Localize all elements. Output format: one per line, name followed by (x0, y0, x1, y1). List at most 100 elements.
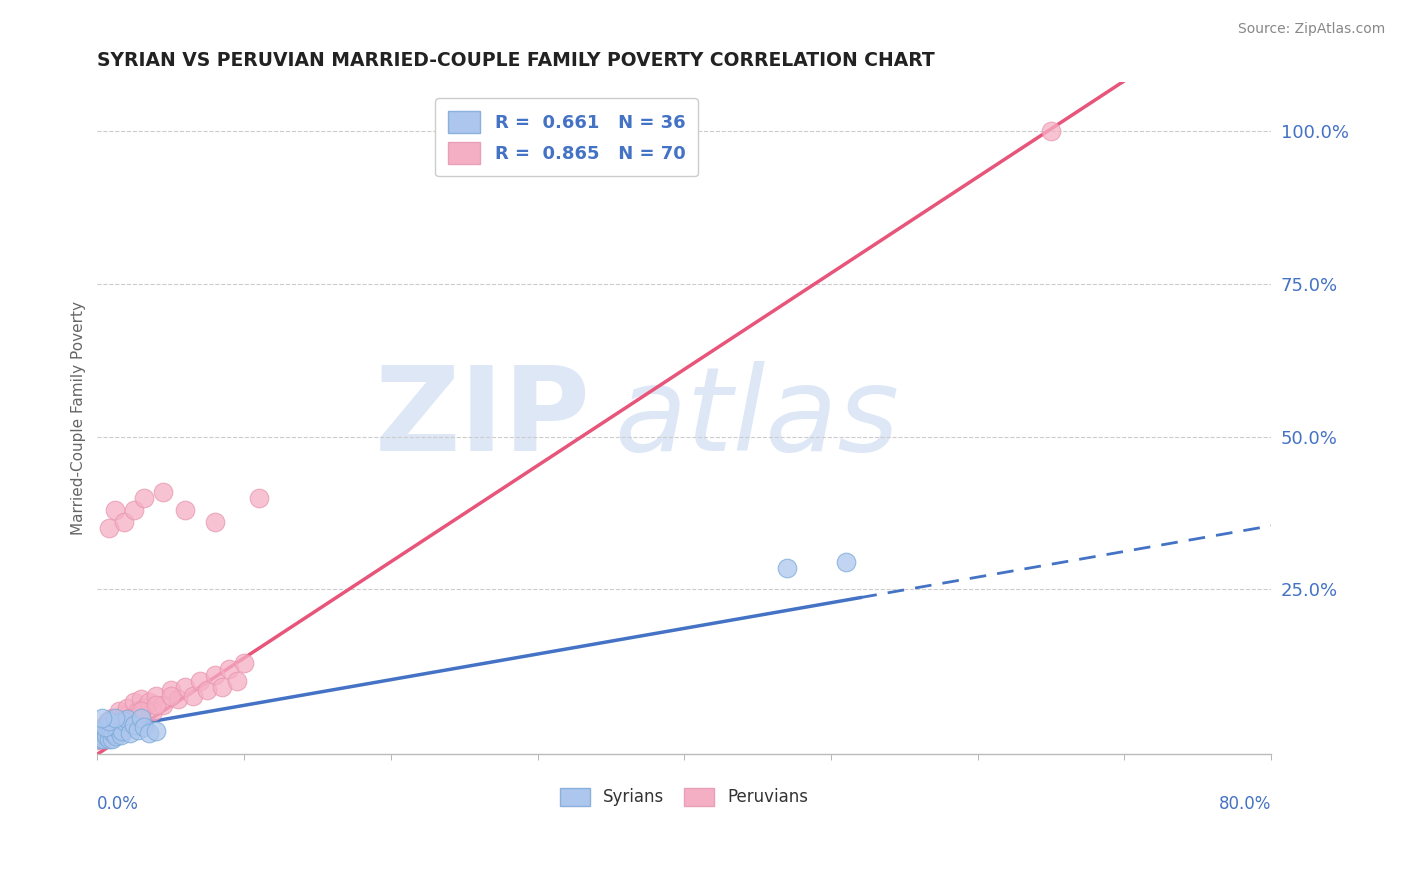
Point (96, 726, 118, 740)
Text: 80.0%: 80.0% (1219, 795, 1271, 813)
Point (174, 503, 197, 517)
Point (107, 722, 129, 736)
Point (101, 731, 124, 746)
Point (115, 701, 138, 715)
Point (93, 723, 115, 737)
Point (89, 724, 111, 739)
Point (127, 705, 149, 719)
Text: 0.0%: 0.0% (97, 795, 139, 813)
Point (104, 720, 127, 734)
Point (108, 720, 131, 734)
Point (96, 716, 118, 731)
Point (167, 692, 190, 706)
Point (100, 712, 122, 726)
Point (174, 680, 197, 694)
Point (122, 503, 145, 517)
Point (127, 723, 149, 737)
Point (112, 707, 135, 722)
Text: atlas: atlas (614, 361, 898, 475)
Point (101, 710, 124, 724)
Point (97, 714, 120, 728)
Point (98, 714, 121, 728)
Point (98, 718, 121, 732)
Point (103, 726, 125, 740)
Point (98, 731, 121, 746)
Point (93, 722, 115, 736)
Point (138, 695, 160, 709)
Point (100, 723, 122, 737)
Point (131, 692, 153, 706)
Point (197, 683, 219, 698)
Point (100, 723, 122, 737)
Point (89, 731, 111, 746)
Point (90, 729, 112, 743)
Point (188, 673, 211, 688)
Point (90, 724, 112, 739)
Point (91, 731, 114, 746)
Point (122, 718, 145, 732)
Point (159, 689, 181, 703)
Point (112, 714, 135, 728)
Point (98, 724, 121, 739)
Point (101, 718, 124, 732)
Point (122, 695, 145, 709)
Point (122, 710, 145, 724)
Point (101, 723, 124, 737)
Point (86, 731, 108, 746)
Y-axis label: Married-Couple Family Poverty: Married-Couple Family Poverty (72, 301, 86, 535)
Point (1040, 124, 1063, 138)
Point (86, 730, 108, 744)
Point (247, 491, 270, 505)
Point (204, 515, 226, 529)
Point (134, 701, 156, 715)
Legend: Syrians, Peruvians: Syrians, Peruvians (553, 781, 815, 814)
Point (145, 698, 167, 713)
Point (134, 720, 156, 734)
Point (115, 712, 138, 726)
Point (776, 561, 799, 575)
Point (204, 668, 226, 682)
Point (112, 515, 135, 529)
Point (98, 729, 121, 743)
Point (211, 680, 233, 694)
Point (152, 484, 174, 499)
Point (131, 710, 153, 724)
Point (111, 724, 134, 739)
Point (103, 716, 125, 731)
Point (218, 662, 240, 676)
Point (152, 698, 174, 713)
Point (91, 720, 114, 734)
Point (90, 710, 112, 724)
Point (118, 726, 141, 740)
Point (87, 731, 110, 746)
Point (108, 705, 131, 719)
Point (110, 716, 132, 731)
Text: Source: ZipAtlas.com: Source: ZipAtlas.com (1237, 22, 1385, 37)
Point (87, 730, 110, 744)
Point (104, 714, 127, 728)
Point (89, 730, 111, 744)
Point (87, 726, 110, 740)
Point (131, 705, 153, 719)
Point (142, 705, 165, 719)
Point (105, 720, 128, 734)
Point (96, 729, 118, 743)
Point (104, 710, 127, 724)
Point (86, 733, 108, 747)
Point (115, 716, 138, 731)
Point (93, 720, 115, 734)
Point (97, 720, 120, 734)
Point (93, 731, 115, 746)
Point (93, 726, 115, 740)
Point (93, 729, 115, 743)
Point (108, 715, 131, 730)
Point (90, 722, 112, 736)
Point (98, 521, 121, 535)
Point (105, 729, 128, 743)
Point (101, 720, 124, 734)
Point (89, 728, 111, 742)
Point (145, 689, 167, 703)
Point (138, 726, 160, 740)
Point (107, 710, 129, 724)
Point (110, 728, 132, 742)
